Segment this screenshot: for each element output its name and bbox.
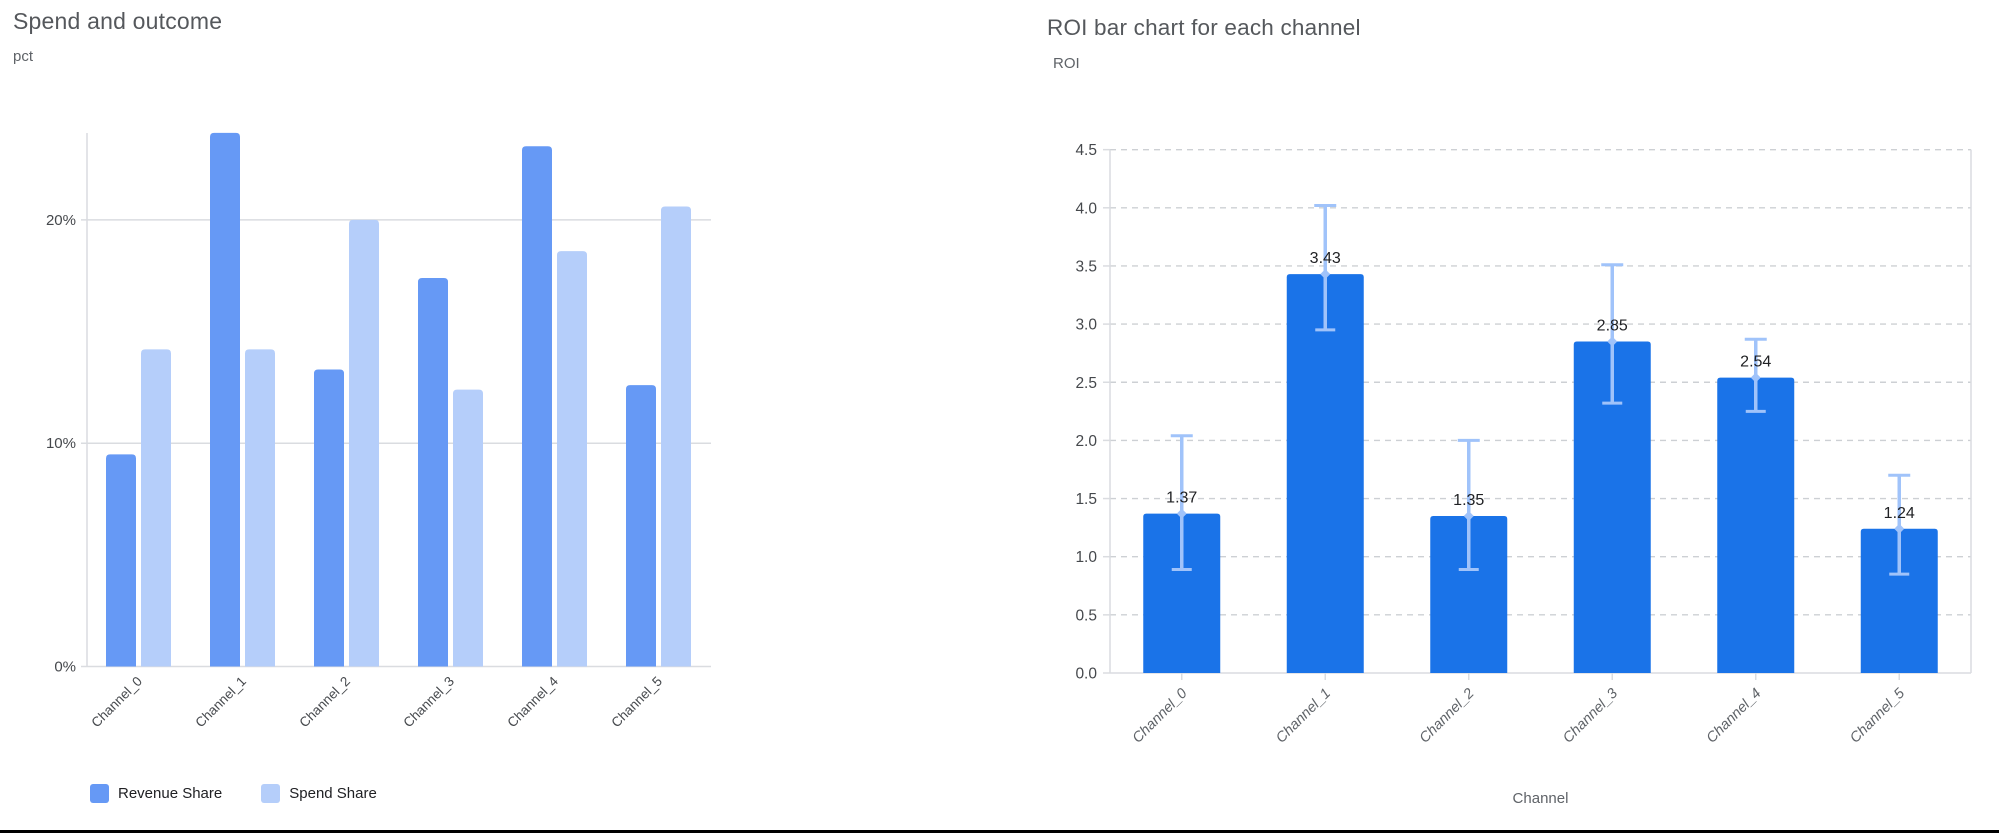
error-bar-mean-marker [1463, 510, 1474, 521]
bar-channel_5-revenue-share [626, 385, 656, 667]
left-chart-y-axis-unit: pct [13, 48, 34, 65]
y-tick-label: 20% [46, 212, 76, 229]
left-chart-title: Spend and outcome [13, 8, 223, 34]
y-tick-label: 1.5 [1075, 491, 1097, 508]
y-tick-label: 0.0 [1075, 666, 1097, 683]
right-chart[interactable]: ROI bar chart for each channel ROI 0.0 0.… [1000, 0, 1999, 838]
x-axis-label: Channel_3 [1560, 686, 1621, 747]
bottom-border [0, 830, 1999, 833]
bar-channel_0-revenue-share [106, 454, 136, 667]
error-bar-mean-marker [1320, 269, 1331, 280]
y-tick-label: 3.0 [1075, 317, 1097, 334]
left-chart-plot: 0% 10% 20% Channel_0 Channel_1 Channel_2 Chann… [46, 132, 711, 731]
bar-channel_5 [1860, 528, 1938, 673]
y-tick-label: 3.5 [1075, 258, 1097, 275]
y-tick-label: 10% [46, 435, 76, 452]
right-chart-x-axis-title: Channel [1512, 790, 1569, 807]
bar-channel_0-spend-share [141, 349, 171, 667]
bar-channel_3-revenue-share [418, 277, 448, 667]
value-label: 2.85 [1597, 318, 1628, 335]
y-tick-label: 2.0 [1075, 433, 1097, 450]
legend-item-spend-share[interactable]: Spend Share [261, 784, 377, 803]
x-axis-label: Channel_2 [1417, 686, 1478, 747]
x-axis-label: Channel_0 [1130, 686, 1191, 747]
bar-channel_2-spend-share [349, 219, 379, 667]
x-axis-label: Channel_0 [88, 674, 145, 731]
right-chart-title: ROI bar chart for each channel [1047, 15, 1361, 40]
y-tick-label: 0% [54, 659, 76, 676]
error-bar-mean-marker [1607, 336, 1618, 347]
value-label: 1.24 [1884, 505, 1915, 522]
legend-swatch-spend-share-icon [261, 784, 281, 803]
bar-channel_2 [1430, 515, 1508, 673]
y-tick-label: 4.0 [1075, 200, 1097, 217]
x-axis-label: Channel_5 [1847, 685, 1909, 747]
bar-channel_3-spend-share [453, 389, 483, 667]
x-axis-label: Channel_1 [1273, 686, 1334, 747]
bar-channel_1-revenue-share [210, 132, 240, 667]
y-tick-label: 1.0 [1075, 549, 1097, 566]
bar-channel_2-revenue-share [314, 369, 344, 667]
left-chart[interactable]: Spend and outcome pct 0% 10% 20% Channel_0 C… [0, 0, 1000, 838]
error-bar-mean-marker [1176, 508, 1187, 519]
value-label: 1.35 [1453, 492, 1484, 509]
legend-label-revenue-share: Revenue Share [118, 785, 223, 802]
bar-channel_4-revenue-share [522, 146, 552, 667]
right-chart-y-axis-label: ROI [1053, 55, 1080, 72]
x-axis-label: Channel_4 [504, 673, 561, 730]
y-tick-label: 0.5 [1075, 607, 1097, 624]
left-chart-legend: Revenue Share Spend Share [90, 784, 377, 803]
y-tick-label: 2.5 [1075, 375, 1097, 392]
x-axis-label: Channel_4 [1704, 686, 1765, 747]
bar-channel_4 [1717, 377, 1795, 673]
bar-channel_1 [1286, 274, 1364, 673]
bar-channel_3 [1573, 341, 1651, 673]
bar-channel_0 [1143, 513, 1221, 673]
x-axis-label: Channel_3 [400, 674, 457, 731]
x-axis-label: Channel_2 [296, 674, 353, 731]
value-label: 3.43 [1310, 250, 1341, 267]
right-chart-plot: 0.0 0.5 1.0 1.5 2.0 2.5 3.0 3.5 4.0 4.5 1.37 Channe… [1075, 142, 1972, 747]
legend-label-spend-share: Spend Share [289, 785, 377, 802]
x-axis-label: Channel_5 [608, 674, 665, 731]
error-bar-mean-marker [1750, 372, 1761, 383]
bar-channel_4-spend-share [557, 251, 587, 667]
value-label: 1.37 [1166, 490, 1197, 507]
legend-swatch-revenue-share-icon [90, 784, 109, 803]
legend-item-revenue-share[interactable]: Revenue Share [90, 784, 222, 803]
y-tick-label: 4.5 [1075, 142, 1097, 159]
value-label: 2.54 [1740, 354, 1771, 371]
bar-channel_1-spend-share [245, 349, 275, 667]
error-bar-mean-marker [1894, 523, 1905, 534]
x-axis-label: Channel_1 [192, 674, 249, 731]
bar-channel_5-spend-share [661, 206, 691, 667]
